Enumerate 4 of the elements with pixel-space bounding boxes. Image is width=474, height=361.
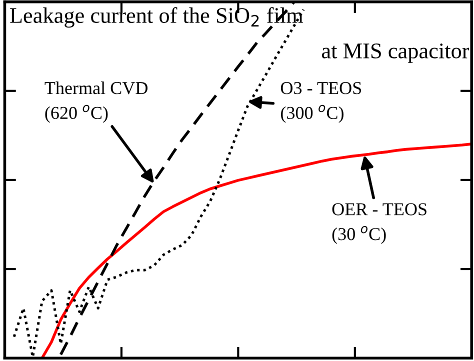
annotation: at MIS capacitor: [322, 43, 470, 63]
annotation: OER - TEOS (30 $^{o}$C): [332, 203, 426, 244]
annotation: Thermal CVD (620 $^{o}$C): [44, 81, 148, 123]
annotation: O3 - TEOS (300 $^{o}$C): [280, 82, 362, 123]
